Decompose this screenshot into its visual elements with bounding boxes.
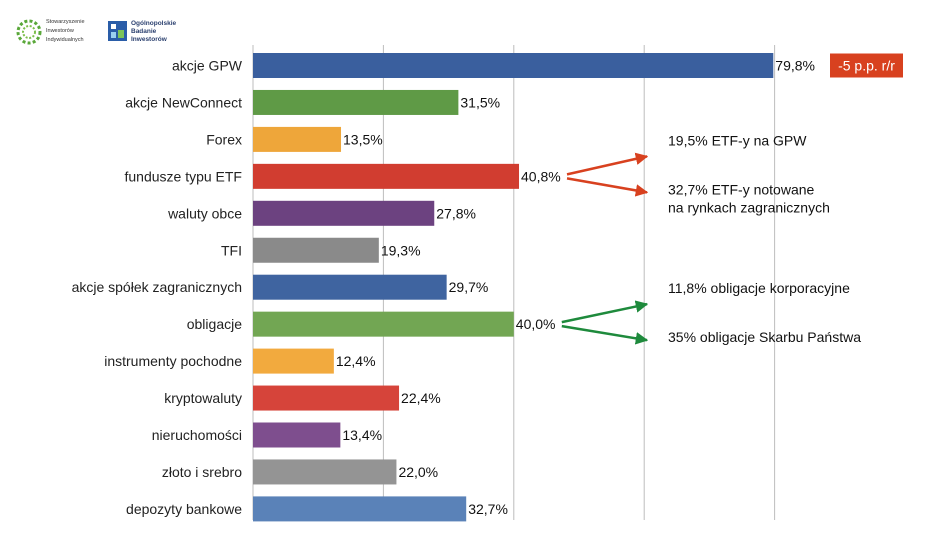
category-label: instrumenty pochodne <box>104 353 242 369</box>
category-label: kryptowaluty <box>164 390 242 406</box>
obi-logo-emblem <box>108 21 127 41</box>
category-label: fundusze typu ETF <box>124 168 242 184</box>
bar-zloto-i-srebro <box>253 459 397 485</box>
value-label: 27,8% <box>436 205 476 221</box>
annotation-arrow <box>561 300 649 324</box>
annotation-text: 35% obligacje Skarbu Państwa <box>668 329 861 345</box>
category-label: depozyty bankowe <box>126 501 242 517</box>
value-label: 40,0% <box>516 316 556 332</box>
bar-nieruchomosci <box>253 422 341 448</box>
annotations: 19,5% ETF-y na GPW 32,7% ETF-y notowane na… <box>561 132 861 345</box>
sii-logo-line-2: Inwestorów <box>46 28 74 34</box>
sii-logo-emblem <box>16 19 42 45</box>
value-label: 29,7% <box>449 279 489 295</box>
bar-akcje-newconnect <box>253 89 459 115</box>
annotation-arrow <box>566 177 649 197</box>
value-label: 13,5% <box>343 131 383 147</box>
annotation-text: 32,7% ETF-y notowane na rynkach zagranicz… <box>668 181 830 215</box>
bar-obligacje <box>253 311 514 337</box>
sii-logo-line-1: Stowarzyszenie <box>46 19 85 25</box>
value-label: 12,4% <box>336 353 376 369</box>
value-label: 79,8% <box>775 58 815 74</box>
bar-tfi <box>253 237 379 263</box>
value-labels: 79,8% 31,5% 13,5% 40,8% 27,8% 19,3% 29,7% 40,0%… <box>336 58 815 517</box>
category-label: akcje NewConnect <box>125 94 242 110</box>
category-label: nieruchomości <box>152 427 242 443</box>
obi-logo-line-2: Badanie <box>131 28 157 35</box>
annotation-text: 11,8% obligacje korporacyjne <box>668 280 850 296</box>
sii-logo-line-3: Indywidualnych <box>46 37 84 43</box>
obi-logo-line-3: Inwestorów <box>131 36 168 43</box>
category-label: TFI <box>221 242 242 258</box>
change-badge: -5 p.p. r/r <box>830 53 903 78</box>
bar-akcje-spolek-zagranicznych <box>253 274 447 300</box>
value-label: 22,0% <box>398 464 438 480</box>
bar-waluty-obce <box>253 200 435 226</box>
category-label: złoto i srebro <box>162 464 242 480</box>
change-badge-box <box>830 53 903 78</box>
category-label: waluty obce <box>167 205 242 221</box>
obi-logo: Ogólnopolskie Badanie Inwestorów <box>108 20 177 43</box>
bar-depozyty-bankowe <box>253 496 467 522</box>
bar-akcje-gpw <box>253 53 774 78</box>
value-label: 19,3% <box>381 242 421 258</box>
annotation-arrow <box>561 324 649 345</box>
annotation-text: 19,5% ETF-y na GPW <box>668 132 807 148</box>
value-label: 22,4% <box>401 390 441 406</box>
category-label: akcje GPW <box>172 58 243 74</box>
value-label: 13,4% <box>342 427 382 443</box>
category-labels: akcje GPW akcje NewConnect Forex fundusze t… <box>72 58 243 517</box>
bar-forex <box>253 126 342 152</box>
category-label: obligacje <box>187 316 242 332</box>
annotation-arrow <box>566 152 649 176</box>
value-label: 40,8% <box>521 168 561 184</box>
bar-fundusze-typu-etf <box>253 163 520 189</box>
bar-kryptowaluty <box>253 385 400 411</box>
category-label: Forex <box>206 131 242 147</box>
bar-instrumenty-pochodne <box>253 348 334 374</box>
change-badge-label: -5 p.p. r/r <box>838 58 895 74</box>
obi-logo-line-1: Ogólnopolskie <box>131 20 177 27</box>
bars <box>253 53 774 522</box>
category-label: akcje spółek zagranicznych <box>72 279 242 295</box>
sii-logo: Stowarzyszenie Inwestorów Indywidualnych <box>16 19 85 45</box>
value-label: 31,5% <box>460 94 500 110</box>
value-label: 32,7% <box>468 501 508 517</box>
